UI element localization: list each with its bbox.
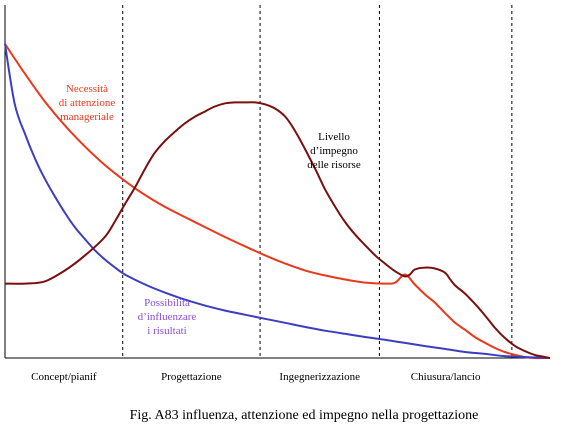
series-label-influenza: Possibilità d’influenzare i risultati [138,297,197,337]
phase-label: Concept/pianif [31,371,97,383]
phase-divider-lines [122,5,513,358]
phase-label: Ingegnerizzazione [279,371,360,383]
series-label-line: di attenzione [59,97,116,109]
series-label-line: d’impegno [310,145,358,157]
series-line-influenza [4,43,551,359]
series-label-line: Livello [318,131,350,143]
series-label-line: Possibilità [144,297,190,309]
phase-label: Chiusura/lancio [411,371,481,383]
series-line-impegno [4,101,551,359]
phase-label: Progettazione [161,371,222,383]
series-label-line: i risultati [147,325,186,337]
series-label-impegno: Livello d’impegno delle risorse [307,131,361,171]
series-label-line: manageriale [60,111,114,123]
series-labels: Necessità di attenzione manageriale Possibi… [59,83,361,337]
series-label-attenzione: Necessità di attenzione manageriale [59,83,116,123]
series-lines [4,43,551,360]
figure-caption: Fig. A83 influenza, attenzione ed impegn… [130,408,479,423]
series-label-line: d’influenzare [138,311,197,323]
phase-labels: Concept/pianif Progettazione Ingegnerizzaz… [31,371,481,383]
series-line-attenzione [4,43,550,360]
series-label-line: Necessità [66,83,108,95]
series-label-line: delle risorse [307,159,361,171]
